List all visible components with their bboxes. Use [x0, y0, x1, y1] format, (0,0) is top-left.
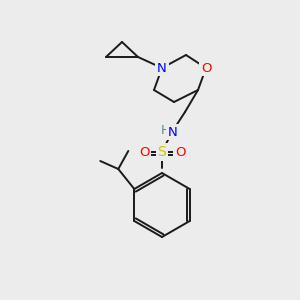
Text: O: O — [175, 146, 185, 158]
Text: H: H — [160, 124, 170, 137]
Text: O: O — [139, 146, 149, 158]
Text: S: S — [158, 145, 166, 159]
Text: N: N — [168, 125, 178, 139]
Text: O: O — [201, 61, 211, 74]
Text: N: N — [157, 61, 167, 74]
